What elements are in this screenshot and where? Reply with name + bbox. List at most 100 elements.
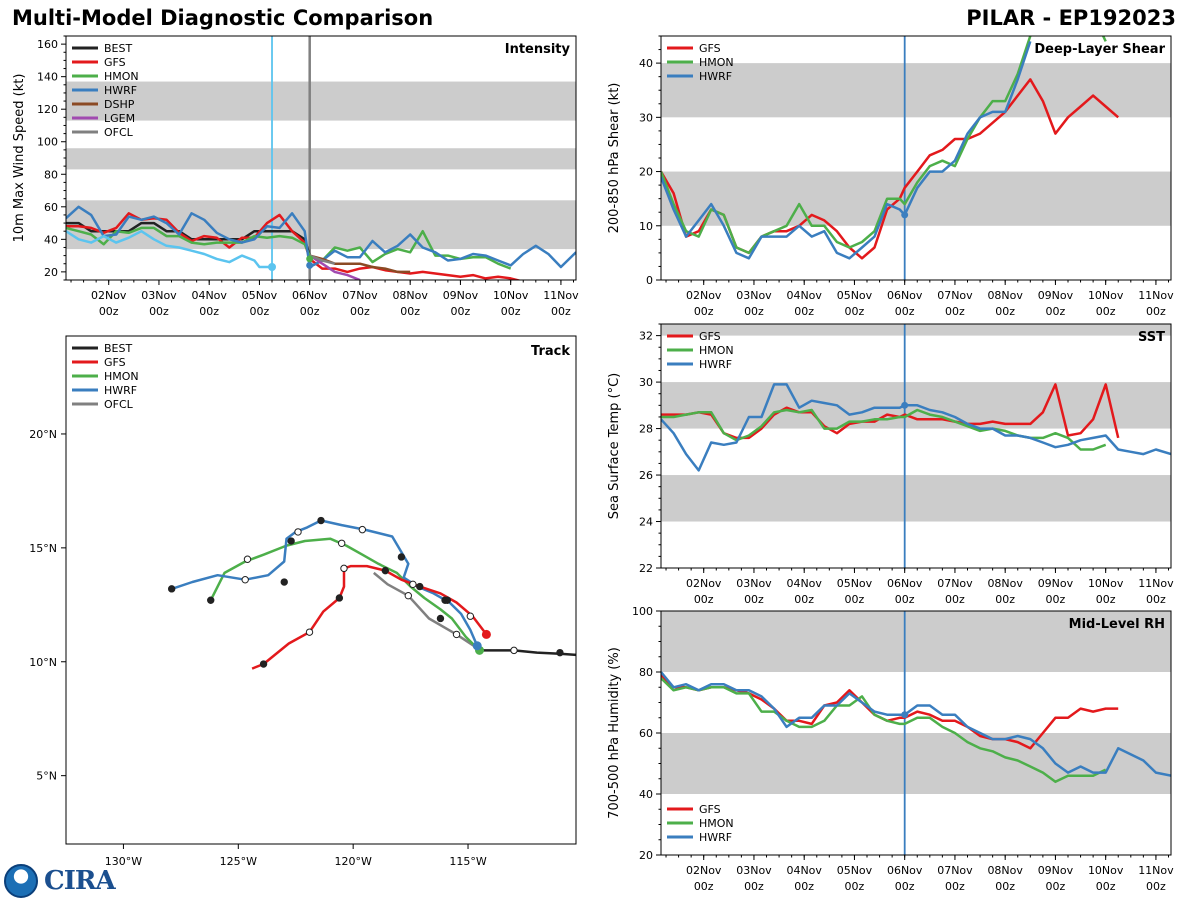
y-axis-label: 700-500 hPa Humidity (%) xyxy=(607,647,622,819)
x-tick-date: 04Nov xyxy=(786,864,822,877)
init-point-hwrf xyxy=(901,711,909,719)
threshold-band xyxy=(66,81,576,121)
legend-label-hwrf: HWRF xyxy=(104,384,137,397)
legend-label-hmon: HMON xyxy=(699,817,734,830)
y-tick-label: 100 xyxy=(632,605,653,618)
x-tick-hour: 00z xyxy=(1096,593,1116,606)
x-tick-date: 08Nov xyxy=(987,864,1023,877)
threshold-band xyxy=(661,63,1171,118)
series-line-hwrf xyxy=(661,671,1171,777)
x-tick-date: 05Nov xyxy=(837,289,873,302)
x-tick-hour: 00z xyxy=(744,880,764,893)
track-position-dot xyxy=(472,641,482,651)
series-line-hmon xyxy=(66,226,512,270)
lon-tick-label: 125°W xyxy=(220,855,257,868)
x-tick-date: 03Nov xyxy=(141,289,177,302)
threshold-band xyxy=(661,171,1171,226)
legend-label-lgem: LGEM xyxy=(104,112,135,125)
series-line-hwrf xyxy=(661,41,1032,260)
series-line-hmon xyxy=(661,36,1107,255)
y-tick-label: 20 xyxy=(639,166,653,179)
y-tick-label: 60 xyxy=(44,201,58,214)
track-position-dot xyxy=(358,525,367,534)
x-tick-date: 09Nov xyxy=(1038,289,1074,302)
x-tick-date: 08Nov xyxy=(987,577,1023,590)
x-tick-hour: 00z xyxy=(845,593,865,606)
x-tick-hour: 00z xyxy=(694,593,714,606)
legend-label-gfs: GFS xyxy=(699,42,721,55)
track-position-dot xyxy=(305,628,314,636)
track-position-dot xyxy=(317,516,325,525)
y-tick-label: 30 xyxy=(639,376,653,389)
x-tick-date: 11Nov xyxy=(1138,289,1174,302)
x-tick-date: 06Nov xyxy=(887,577,923,590)
panel-title: Mid-Level RH xyxy=(1069,617,1165,632)
x-tick-hour: 00z xyxy=(694,880,714,893)
x-tick-date: 03Nov xyxy=(736,864,772,877)
y-tick-label: 100 xyxy=(37,136,58,149)
plot-frame xyxy=(660,35,1172,281)
track-line-hmon xyxy=(209,537,481,652)
y-tick-label: 20 xyxy=(639,849,653,862)
x-tick-date: 05Nov xyxy=(837,577,873,590)
track-position-dot xyxy=(481,629,491,639)
y-tick-label: 80 xyxy=(44,168,58,181)
x-tick-hour: 00z xyxy=(995,593,1015,606)
y-tick-label: 26 xyxy=(639,469,653,482)
y-tick-label: 120 xyxy=(37,103,58,116)
lon-tick-label: 120°W xyxy=(334,855,371,868)
legend-label-hwrf: HWRF xyxy=(699,70,732,83)
x-tick-hour: 00z xyxy=(845,305,865,318)
plot-area xyxy=(661,36,1171,280)
x-tick-hour: 00z xyxy=(1096,880,1116,893)
x-tick-hour: 00z xyxy=(551,305,571,318)
y-tick-label: 40 xyxy=(44,233,58,246)
x-tick-hour: 00z xyxy=(744,305,764,318)
y-axis-label: 200-850 hPa Shear (kt) xyxy=(607,83,622,234)
panel-title: SST xyxy=(1138,330,1165,345)
x-tick-date: 07Nov xyxy=(937,577,973,590)
legend-label-hmon: HMON xyxy=(699,344,734,357)
track-position-dot xyxy=(207,596,215,604)
x-tick-date: 09Nov xyxy=(1038,864,1074,877)
legend-label-gfs: GFS xyxy=(699,330,721,343)
noaa-logo-icon xyxy=(4,864,38,898)
chart-sst: 22 24 26 28 30 32 02Nov 00z 03Nov 00z 04Nov 00z 05No… xyxy=(607,323,1174,606)
legend-label-hmon: HMON xyxy=(699,56,734,69)
x-tick-date: 09Nov xyxy=(1038,577,1074,590)
y-tick-label: 60 xyxy=(639,727,653,740)
chart-shear: 0 10 20 30 40 02Nov 00z 03Nov 00z 04Nov 00z 05Nov 00… xyxy=(607,35,1174,318)
x-tick-hour: 00z xyxy=(895,880,915,893)
x-tick-date: 08Nov xyxy=(987,289,1023,302)
lat-tick-label: 20°N xyxy=(29,428,57,441)
x-tick-date: 10Nov xyxy=(1088,289,1124,302)
x-tick-hour: 00z xyxy=(149,305,169,318)
chart-rh: 20 40 60 80 100 02Nov 00z 03Nov 00z 04Nov 00z 05Nov… xyxy=(607,605,1174,893)
x-tick-date: 06Nov xyxy=(887,289,923,302)
x-tick-hour: 00z xyxy=(995,880,1015,893)
y-tick-label: 160 xyxy=(37,38,58,51)
x-tick-hour: 00z xyxy=(794,880,814,893)
plot-frame xyxy=(660,323,1172,569)
lon-tick-label: 130°W xyxy=(105,855,142,868)
legend-label-hmon: HMON xyxy=(104,370,139,383)
track-position-dot xyxy=(294,528,302,536)
x-tick-hour: 00z xyxy=(895,593,915,606)
y-tick-label: 0 xyxy=(646,274,653,287)
threshold-band xyxy=(661,611,1171,672)
plot-area xyxy=(661,324,1171,568)
legend-label-ofcl: OFCL xyxy=(104,126,134,139)
cira-logo: CIRA xyxy=(44,866,116,896)
y-tick-label: 20 xyxy=(44,266,58,279)
x-tick-date: 07Nov xyxy=(342,289,378,302)
x-tick-date: 11Nov xyxy=(543,289,579,302)
x-tick-date: 02Nov xyxy=(686,864,722,877)
x-tick-hour: 00z xyxy=(400,305,420,318)
track-position-dot xyxy=(404,591,412,600)
chart-track: 130°W 125°W 120°W 115°W 5°N 10°N 15°N 20°N Track… xyxy=(29,335,577,868)
x-tick-hour: 00z xyxy=(300,305,320,318)
panel-title: Intensity xyxy=(505,42,571,57)
legend-label-best: BEST xyxy=(104,42,132,55)
track-position-dot xyxy=(397,553,406,561)
y-axis-label: Sea Surface Temp (°C) xyxy=(607,373,622,520)
